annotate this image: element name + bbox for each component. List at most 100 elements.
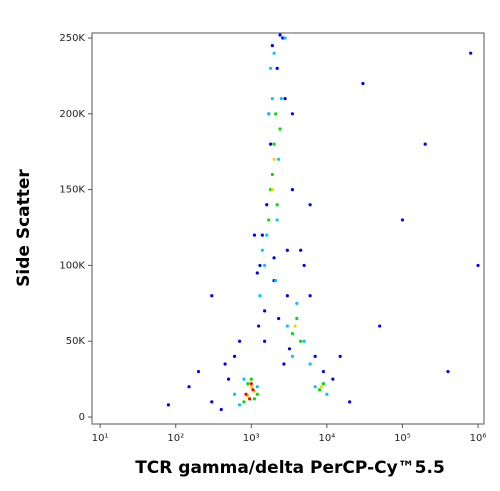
point	[283, 97, 287, 101]
point	[278, 127, 282, 131]
point	[258, 263, 262, 268]
y-tick-label: 0	[79, 412, 85, 423]
point	[270, 97, 274, 101]
point	[290, 332, 295, 336]
point	[196, 369, 201, 374]
point	[267, 218, 271, 222]
point	[299, 339, 303, 343]
point	[302, 263, 306, 268]
point	[249, 382, 253, 386]
y-tick-label: 100K	[59, 260, 85, 271]
point	[263, 263, 267, 268]
point	[210, 400, 214, 404]
x-tick-label: 10¹	[92, 433, 109, 444]
x-tick-label: 10²	[167, 433, 184, 444]
point	[325, 392, 329, 396]
plot-frame	[91, 32, 485, 425]
point	[290, 354, 295, 358]
point	[378, 324, 382, 328]
point	[290, 112, 295, 116]
y-tick-label: 150K	[59, 185, 85, 196]
point	[270, 188, 274, 192]
point	[268, 66, 273, 70]
point	[263, 339, 267, 343]
point	[277, 316, 281, 321]
point	[321, 382, 326, 386]
point	[242, 377, 246, 381]
point	[265, 233, 269, 237]
point	[255, 392, 259, 396]
point	[187, 385, 191, 389]
point	[281, 36, 285, 40]
point	[232, 354, 237, 358]
point	[270, 172, 274, 177]
point	[446, 369, 450, 374]
y-tick-label: 200K	[59, 109, 85, 120]
point	[275, 203, 279, 207]
point	[282, 362, 286, 366]
point	[290, 188, 295, 192]
point	[274, 278, 278, 283]
point	[275, 66, 279, 70]
point	[295, 316, 299, 321]
point	[278, 33, 282, 37]
x-tick-label: 10⁴	[319, 433, 336, 444]
point	[469, 51, 473, 55]
point	[272, 51, 276, 55]
point	[285, 294, 289, 298]
point	[277, 157, 281, 161]
point	[270, 43, 274, 48]
point	[361, 81, 365, 86]
point	[249, 377, 253, 381]
point	[252, 397, 257, 401]
point	[226, 377, 231, 381]
point	[258, 294, 262, 298]
point	[260, 248, 264, 252]
point	[242, 400, 246, 404]
x-tick-label: 10⁵	[394, 433, 411, 444]
point	[272, 256, 276, 260]
point	[283, 36, 287, 40]
point	[255, 385, 259, 389]
point	[268, 142, 273, 146]
point	[293, 324, 297, 328]
point	[223, 362, 227, 366]
point	[252, 233, 257, 237]
y-tick-label: 50K	[66, 336, 86, 347]
point	[331, 377, 335, 381]
point	[263, 309, 267, 313]
point	[308, 203, 312, 207]
point	[251, 388, 255, 392]
point	[275, 218, 279, 222]
point	[265, 203, 269, 207]
point	[285, 248, 289, 252]
point	[308, 362, 312, 366]
point	[257, 324, 261, 328]
point	[299, 248, 303, 252]
point	[210, 294, 214, 298]
x-tick-label: 10³	[243, 433, 260, 444]
point	[308, 294, 312, 298]
point	[272, 142, 276, 146]
point	[260, 233, 264, 237]
point	[237, 339, 242, 343]
point	[295, 301, 299, 305]
point	[287, 347, 292, 351]
point	[313, 354, 317, 358]
point	[348, 400, 352, 404]
point	[317, 388, 322, 392]
point	[274, 112, 278, 116]
point	[267, 112, 271, 116]
point	[272, 157, 276, 161]
y-tick-label: 250K	[59, 33, 85, 44]
point	[246, 382, 250, 386]
y-axis-title: Side Scatter	[14, 169, 34, 287]
x-tick-label: 10⁶	[470, 433, 487, 444]
point	[313, 385, 317, 389]
point	[400, 218, 405, 222]
point	[166, 403, 171, 407]
point	[423, 142, 427, 146]
point	[232, 392, 237, 396]
point	[248, 397, 252, 401]
